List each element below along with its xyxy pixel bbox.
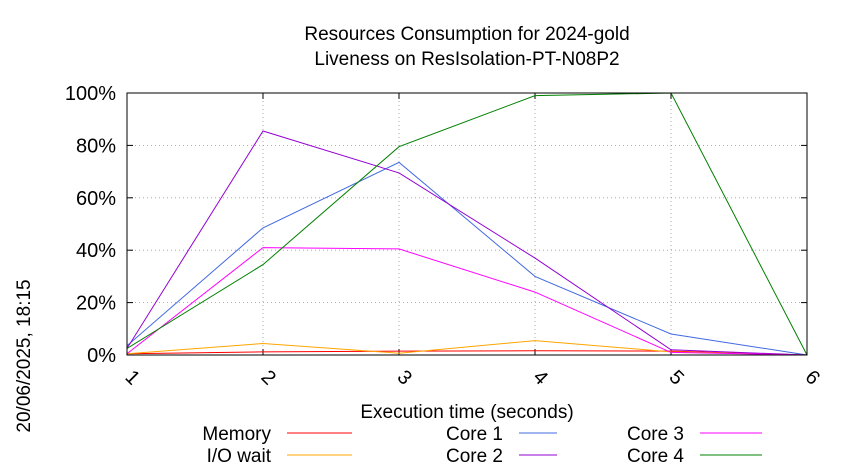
x-tick-label: 6 [801, 366, 824, 389]
y-tick-label: 100% [65, 83, 116, 105]
series-line-core-1 [126, 161, 808, 356]
grid [126, 92, 808, 356]
series-line-core-4 [126, 92, 808, 356]
legend-label-core-3: Core 3 [627, 424, 684, 445]
x-tick-label: 3 [393, 366, 416, 389]
x-tick-label: 4 [529, 366, 552, 389]
y-tick-label: 40% [76, 240, 116, 262]
y-tick-label: 20% [76, 293, 116, 315]
plot-frame [126, 92, 808, 356]
legend-label-core-2: Core 2 [446, 446, 503, 467]
legend-label-core-1: Core 1 [446, 424, 503, 445]
series-lines [126, 92, 808, 356]
x-axis-label: Execution time (seconds) [360, 402, 573, 423]
legend-label-core-4: Core 4 [627, 446, 684, 467]
y-tick-label: 0% [87, 345, 116, 367]
chart-title-line-2: Liveness on ResIsolation-PT-N08P2 [314, 49, 619, 70]
series-line-memory [126, 350, 808, 356]
legend-label-i-o-wait: I/O wait [207, 446, 272, 467]
y-tick-label: 60% [76, 188, 116, 210]
x-tick-label: 1 [121, 366, 144, 389]
side-timestamp-label: 20/06/2025, 18:15 [14, 279, 35, 432]
series-line-core-3 [126, 247, 808, 356]
x-tick-label: 5 [665, 366, 688, 389]
y-tick-label: 80% [76, 135, 116, 157]
x-tick-labels: 1 2 3 4 5 6 [121, 366, 824, 389]
x-tick-label: 2 [257, 366, 280, 389]
legend-label-memory: Memory [202, 424, 271, 445]
y-tick-labels: 0% 20% 40% 60% 80% 100% [65, 83, 116, 367]
series-line-core-2 [126, 130, 808, 356]
chart-title-line-1: Resources Consumption for 2024-gold [304, 24, 629, 45]
